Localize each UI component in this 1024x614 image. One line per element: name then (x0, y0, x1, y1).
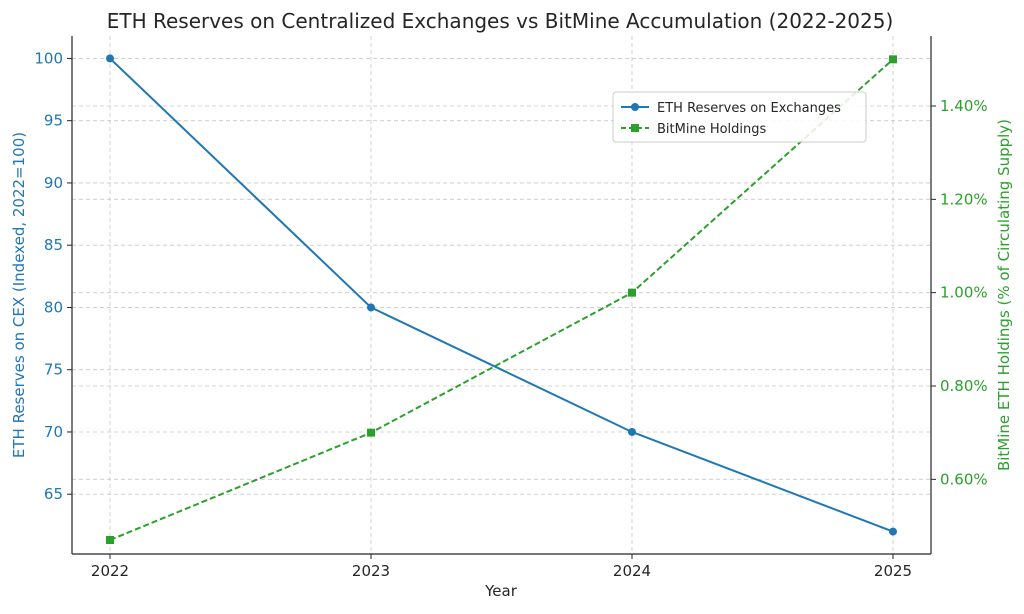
axes (71, 36, 932, 555)
x-tick-label: 2023 (352, 562, 390, 580)
legend-label-eth-reserves: ETH Reserves on Exchanges (657, 101, 841, 116)
left-y-tick-label: 75 (44, 361, 63, 379)
data-point-eth-reserves-on-exchanges (889, 527, 897, 536)
left-y-tick-label: 65 (44, 485, 63, 503)
x-axis-ticks: 2022 2023 2024 2025 (91, 554, 912, 580)
chart-title: ETH Reserves on Centralized Exchanges vs… (107, 9, 894, 33)
right-y-tick-label: 1.40% (940, 97, 988, 115)
data-point-bitmine-holdings (367, 428, 375, 437)
x-axis-label: Year (484, 582, 518, 600)
right-y-tick-label: 0.60% (940, 470, 988, 488)
left-y-tick-label: 95 (44, 112, 63, 130)
data-point-bitmine-holdings (889, 55, 897, 64)
right-y-tick-label: 1.20% (940, 190, 988, 208)
left-y-tick-label: 70 (44, 423, 63, 441)
x-tick-label: 2022 (91, 562, 129, 580)
left-y-tick-label: 100 (34, 49, 63, 67)
series-layer (106, 54, 897, 544)
left-y-tick-label: 80 (44, 298, 63, 316)
data-point-bitmine-holdings (106, 536, 114, 544)
left-y-axis-label: ETH Reserves on CEX (Indexed, 2022=100) (10, 132, 28, 458)
legend-marker-eth-reserves (631, 103, 639, 111)
right-y-tick-label: 0.80% (940, 377, 988, 395)
x-tick-label: 2024 (613, 562, 651, 580)
left-y-tick-label: 90 (44, 174, 63, 192)
legend: ETH Reserves on Exchanges BitMine Holdin… (612, 91, 867, 143)
data-point-eth-reserves-on-exchanges (628, 427, 636, 436)
data-point-eth-reserves-on-exchanges (367, 303, 375, 312)
legend-label-bitmine-holdings: BitMine Holdings (657, 122, 767, 137)
legend-marker-bitmine-holdings (631, 124, 639, 132)
right-y-tick-label: 1.00% (940, 284, 988, 302)
right-y-axis-ticks: 0.60% 0.80% 1.00% 1.20% 1.40% (931, 97, 988, 488)
left-y-tick-label: 85 (44, 236, 63, 254)
data-point-bitmine-holdings (628, 288, 636, 297)
x-tick-label: 2025 (874, 562, 912, 580)
data-point-eth-reserves-on-exchanges (106, 54, 114, 63)
left-y-axis-ticks: 65 70 75 80 85 90 95 100 (34, 49, 72, 503)
legend-box (612, 91, 867, 143)
series-line-eth-reserves-on-exchanges (109, 57, 894, 533)
right-y-axis-label: BitMine ETH Holdings (% of Circulating S… (995, 119, 1013, 471)
